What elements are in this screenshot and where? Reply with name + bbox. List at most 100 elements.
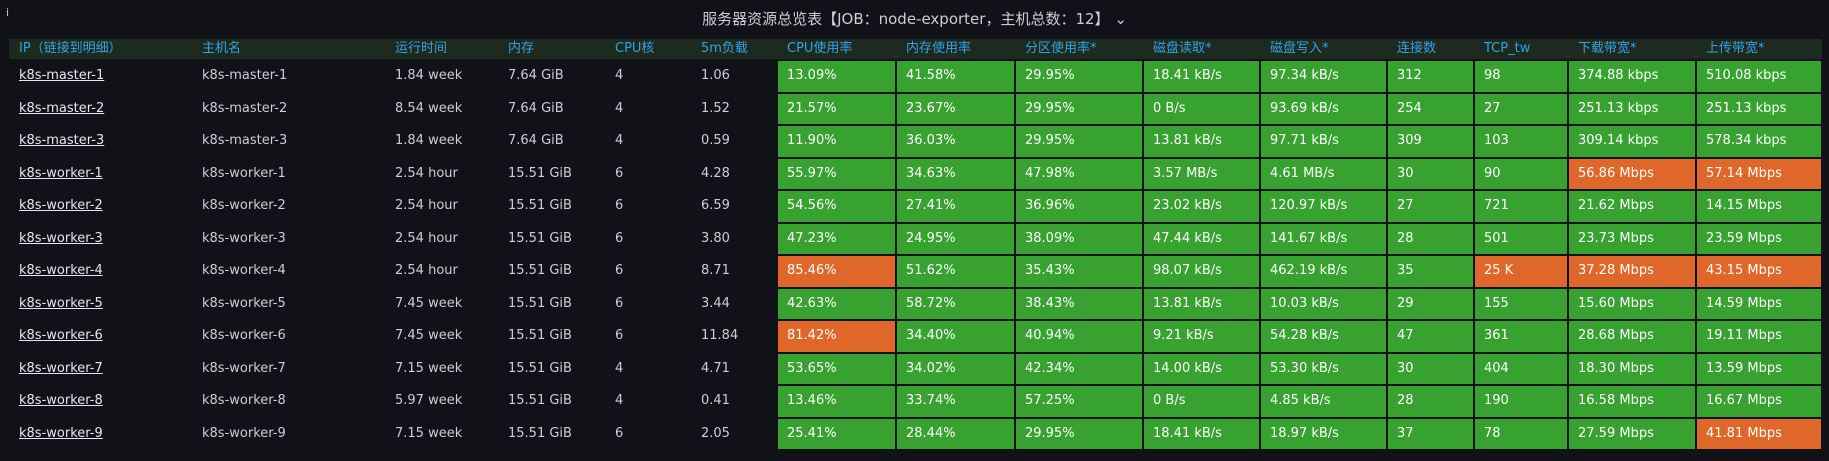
- status-cell: [1387, 385, 1474, 418]
- cell-text: 29.95%: [1025, 68, 1075, 83]
- cell-text: 18.41 kB/s: [1153, 68, 1222, 83]
- cell-text: 37.28 Mbps: [1578, 263, 1654, 278]
- host-link[interactable]: k8s-worker-4: [19, 263, 103, 278]
- host-link[interactable]: k8s-worker-7: [19, 360, 103, 376]
- status-cell: [1387, 92, 1474, 125]
- column-header[interactable]: 磁盘写入*: [1270, 41, 1329, 56]
- cell-text: 120.97 kB/s: [1270, 198, 1348, 213]
- status-cell: [1474, 320, 1568, 353]
- status-cell: [1387, 190, 1474, 223]
- cell-text: 4: [615, 360, 624, 376]
- host-link[interactable]: k8s-worker-5: [19, 295, 103, 311]
- cell-text: 10.03 kB/s: [1270, 295, 1339, 311]
- column-header[interactable]: CPU核: [615, 41, 655, 56]
- column-header[interactable]: 磁盘读取*: [1153, 41, 1212, 56]
- column-header[interactable]: 连接数: [1397, 41, 1437, 56]
- host-link[interactable]: k8s-worker-9: [19, 425, 103, 441]
- cell-text: 103: [1484, 133, 1509, 148]
- cell-text: 47.44 kB/s: [1153, 230, 1222, 246]
- cell-text: 29.95%: [1025, 100, 1075, 116]
- status-cell: [1474, 222, 1568, 255]
- cell-text: 15.51 GiB: [508, 198, 572, 213]
- cell-text: 6: [615, 198, 624, 213]
- status-cell: [1015, 157, 1143, 190]
- column-header[interactable]: 分区使用率*: [1025, 41, 1097, 56]
- cell-text: 29.95%: [1025, 133, 1075, 148]
- status-cell: [1696, 125, 1822, 158]
- cell-text: 28.68 Mbps: [1578, 328, 1654, 343]
- host-link[interactable]: k8s-worker-3: [19, 230, 103, 246]
- status-cell: [1474, 385, 1568, 418]
- status-cell: [1568, 255, 1696, 288]
- status-cell: [1143, 222, 1260, 255]
- cell-text: 4: [615, 68, 624, 83]
- cell-text: 7.64 GiB: [508, 133, 564, 148]
- cell-text: 14.59 Mbps: [1706, 295, 1782, 311]
- status-cell: [1696, 60, 1822, 93]
- cell-text: 30: [1397, 165, 1414, 181]
- status-cell: [896, 287, 1015, 320]
- cell-text: 6.59: [701, 198, 730, 213]
- cell-text: 98: [1484, 68, 1501, 83]
- status-cell: [1568, 190, 1696, 223]
- column-header[interactable]: 内存使用率: [906, 41, 972, 56]
- cell-text: 43.15 Mbps: [1706, 263, 1782, 278]
- cell-text: 7.45 week: [395, 328, 463, 343]
- status-cell: [1143, 352, 1260, 385]
- status-cell: [1143, 60, 1260, 93]
- column-header[interactable]: 5m负载: [701, 41, 748, 56]
- cell-text: 23.73 Mbps: [1578, 230, 1654, 246]
- column-header[interactable]: 上传带宽*: [1706, 41, 1765, 56]
- cell-text: 4.28: [701, 165, 730, 181]
- cell-text: 78: [1484, 425, 1501, 441]
- status-cell: [1568, 222, 1696, 255]
- cell-text: k8s-worker-5: [202, 295, 286, 311]
- host-link[interactable]: k8s-master-1: [19, 68, 105, 83]
- column-header[interactable]: TCP_tw: [1484, 41, 1531, 56]
- column-header[interactable]: CPU使用率: [787, 41, 853, 56]
- cell-text: 1.06: [701, 68, 730, 83]
- status-cell: [1696, 222, 1822, 255]
- status-cell: [1015, 287, 1143, 320]
- status-cell: [777, 60, 896, 93]
- cell-text: 361: [1484, 328, 1509, 343]
- host-link[interactable]: k8s-master-2: [19, 100, 105, 116]
- host-link[interactable]: k8s-worker-1: [19, 165, 103, 181]
- cell-text: 47.23%: [787, 230, 837, 246]
- cell-text: k8s-worker-8: [202, 393, 286, 408]
- status-cell: [1387, 60, 1474, 93]
- host-link[interactable]: k8s-worker-2: [19, 198, 103, 213]
- column-header[interactable]: 运行时间: [395, 41, 448, 56]
- host-link[interactable]: k8s-worker-6: [19, 328, 103, 343]
- cell-text: 35.43%: [1025, 263, 1075, 278]
- status-cell: [1260, 157, 1387, 190]
- cell-text: 312: [1397, 68, 1422, 83]
- status-cell: [1387, 222, 1474, 255]
- status-cell: [777, 222, 896, 255]
- cell-text: 47.98%: [1025, 165, 1075, 181]
- cell-text: 21.62 Mbps: [1578, 198, 1654, 213]
- status-cell: [1260, 92, 1387, 125]
- column-header[interactable]: 下载带宽*: [1578, 41, 1637, 56]
- cell-text: 6: [615, 263, 624, 278]
- status-cell: [777, 157, 896, 190]
- column-header[interactable]: 主机名: [202, 41, 242, 56]
- panel-title[interactable]: 服务器资源总览表【JOB：node-exporter，主机总数：12】 ⌄: [0, 8, 1829, 29]
- cell-text: 6: [615, 165, 624, 181]
- cell-text: 190: [1484, 393, 1509, 408]
- column-header[interactable]: IP（链接到明细）: [19, 41, 122, 56]
- host-link[interactable]: k8s-master-3: [19, 133, 105, 148]
- cell-text: 309: [1397, 133, 1422, 148]
- cell-text: 7.64 GiB: [508, 100, 564, 116]
- status-cell: [1143, 385, 1260, 418]
- cell-text: 18.41 kB/s: [1153, 425, 1222, 441]
- status-cell: [1015, 352, 1143, 385]
- status-cell: [1568, 60, 1696, 93]
- status-cell: [896, 190, 1015, 223]
- host-link[interactable]: k8s-worker-8: [19, 393, 103, 408]
- cell-text: 34.02%: [906, 360, 956, 376]
- column-header[interactable]: 内存: [508, 41, 535, 56]
- status-cell: [1387, 320, 1474, 353]
- status-cell: [1143, 157, 1260, 190]
